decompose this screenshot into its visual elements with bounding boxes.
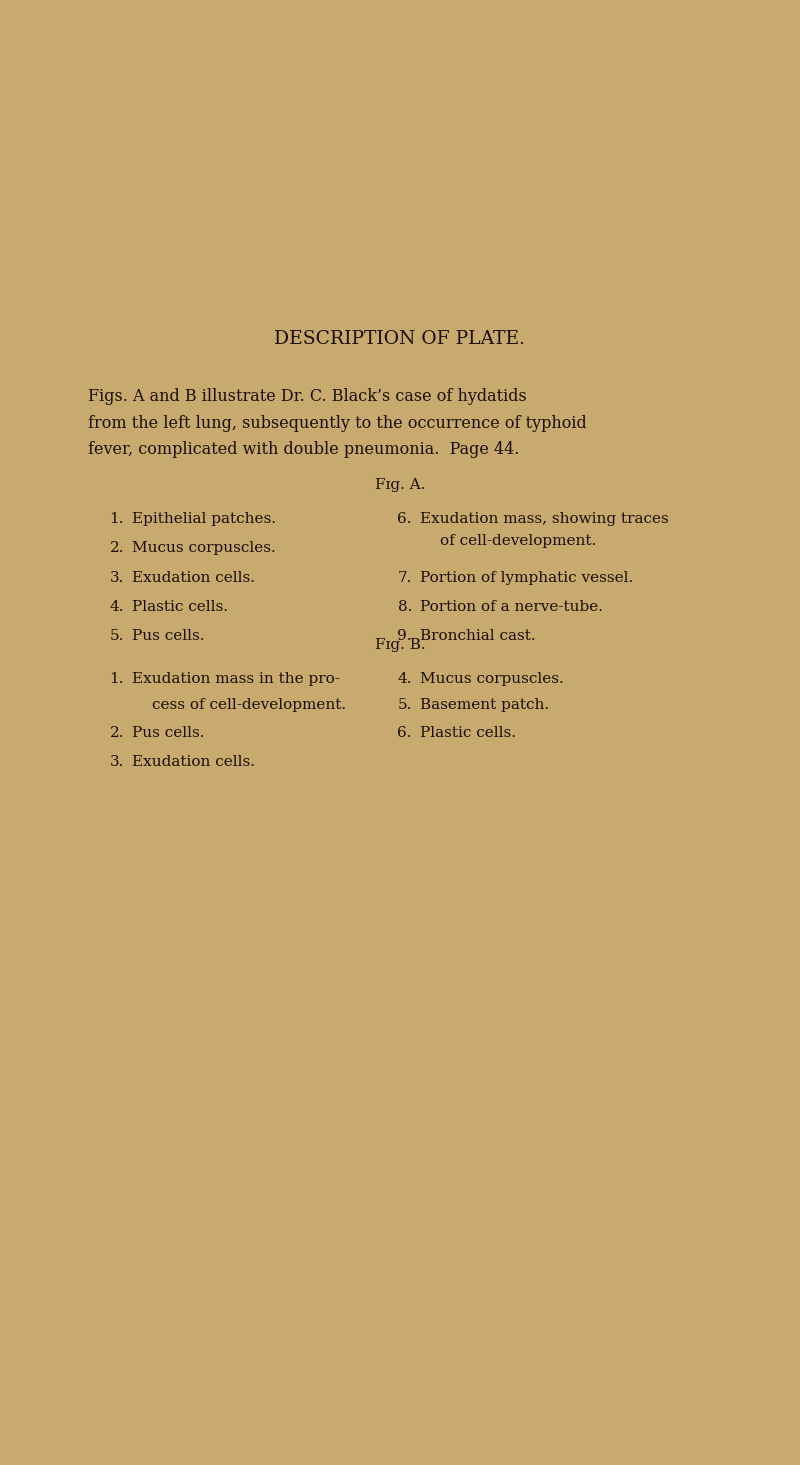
Text: Plastic cells.: Plastic cells.: [420, 725, 516, 740]
Text: 6.: 6.: [398, 511, 412, 526]
Text: 4.: 4.: [110, 599, 124, 614]
Text: Pus cells.: Pus cells.: [132, 725, 205, 740]
Text: Bronchial cast.: Bronchial cast.: [420, 628, 536, 643]
Text: 9.: 9.: [398, 628, 412, 643]
Text: Figs. A and B illustrate Dr. C. Black’s case of hydatids: Figs. A and B illustrate Dr. C. Black’s …: [88, 388, 526, 406]
Text: 5.: 5.: [110, 628, 124, 643]
Text: 1.: 1.: [110, 671, 124, 686]
Text: Pus cells.: Pus cells.: [132, 628, 205, 643]
Text: 2.: 2.: [110, 725, 124, 740]
Text: Portion of lymphatic vessel.: Portion of lymphatic vessel.: [420, 570, 634, 585]
Text: Plastic cells.: Plastic cells.: [132, 599, 228, 614]
Text: from the left lung, subsequently to the occurrence of typhoid: from the left lung, subsequently to the …: [88, 415, 586, 432]
Text: 3.: 3.: [110, 570, 124, 585]
Text: fever, complicated with double pneumonia.  Page 44.: fever, complicated with double pneumonia…: [88, 441, 519, 459]
Text: 4.: 4.: [398, 671, 412, 686]
Text: 6.: 6.: [398, 725, 412, 740]
Text: 8.: 8.: [398, 599, 412, 614]
Text: Exudation mass, showing traces: Exudation mass, showing traces: [420, 511, 669, 526]
Text: 2.: 2.: [110, 541, 124, 555]
Text: Portion of a nerve-tube.: Portion of a nerve-tube.: [420, 599, 603, 614]
Text: Exudation mass in the pro-: Exudation mass in the pro-: [132, 671, 340, 686]
Text: Fɪg. A.: Fɪg. A.: [374, 478, 426, 492]
Text: 7.: 7.: [398, 570, 412, 585]
Text: Exudation cells.: Exudation cells.: [132, 570, 255, 585]
Text: cess of cell-development.: cess of cell-development.: [152, 697, 346, 712]
Text: 1.: 1.: [110, 511, 124, 526]
Text: DESCRIPTION OF PLATE.: DESCRIPTION OF PLATE.: [274, 330, 526, 349]
Text: Fɪg. B.: Fɪg. B.: [374, 637, 426, 652]
Text: Mucus corpuscles.: Mucus corpuscles.: [420, 671, 564, 686]
Text: of cell-development.: of cell-development.: [440, 533, 596, 548]
Text: 5.: 5.: [398, 697, 412, 712]
Text: Basement patch.: Basement patch.: [420, 697, 549, 712]
Text: Epithelial patches.: Epithelial patches.: [132, 511, 276, 526]
Text: Mucus corpuscles.: Mucus corpuscles.: [132, 541, 276, 555]
Text: 3.: 3.: [110, 754, 124, 769]
Text: Exudation cells.: Exudation cells.: [132, 754, 255, 769]
